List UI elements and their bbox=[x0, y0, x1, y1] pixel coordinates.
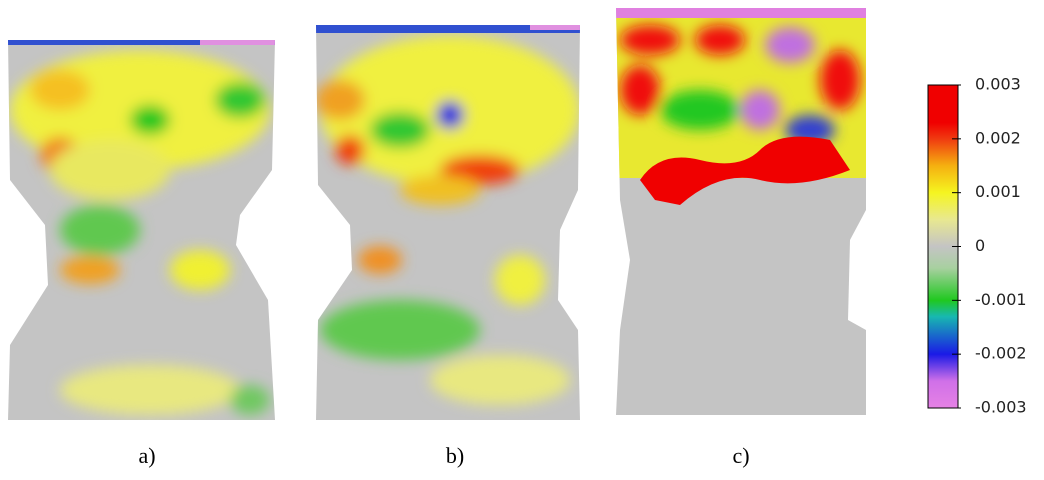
panel-b bbox=[300, 20, 590, 430]
panel-label: b) bbox=[446, 443, 464, 468]
panel-a bbox=[0, 30, 290, 430]
panel-label: a) bbox=[138, 443, 155, 468]
panel-c bbox=[600, 0, 880, 420]
colorbar-ticks: 0.003 0.002 0.001 0 -0.001 -0.002 -0.003 bbox=[952, 75, 1027, 417]
tick-label: 0.001 bbox=[975, 182, 1021, 201]
tick-label: 0 bbox=[975, 236, 985, 255]
tick-label: -0.002 bbox=[975, 344, 1027, 363]
panel-label: c) bbox=[732, 443, 749, 468]
tick-label: -0.001 bbox=[975, 290, 1027, 309]
tick-label: 0.003 bbox=[975, 75, 1021, 94]
tick-label: 0.002 bbox=[975, 128, 1021, 147]
tick-label: -0.003 bbox=[975, 398, 1027, 417]
